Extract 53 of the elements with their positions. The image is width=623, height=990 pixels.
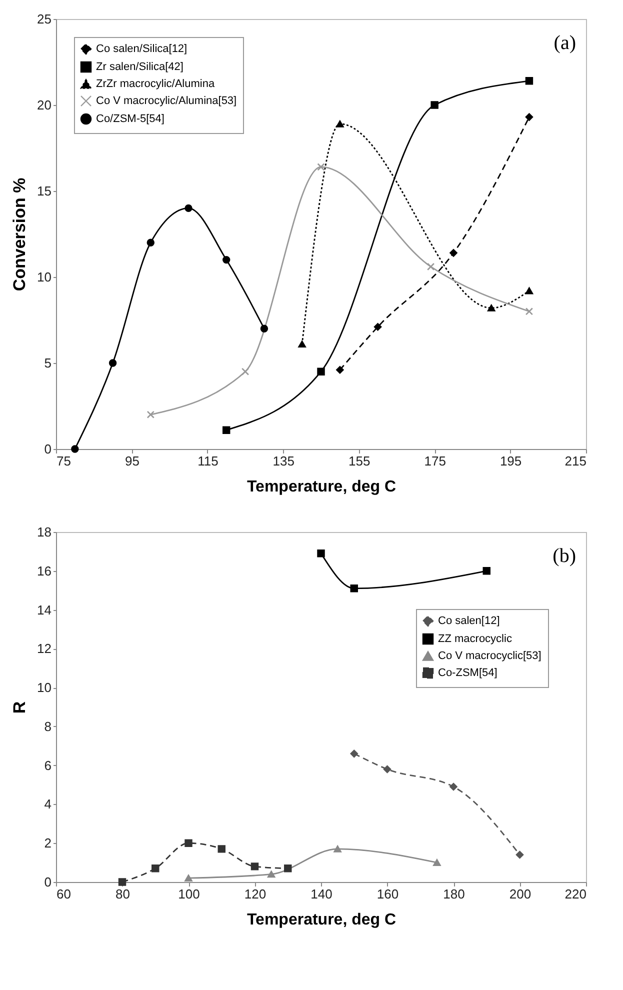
- y-axis-title: Conversion %: [10, 178, 30, 292]
- legend-label: Co salen[12]: [438, 615, 500, 627]
- x-axis-title: Temperature, deg C: [246, 912, 396, 928]
- x-tick-label: 195: [500, 454, 522, 468]
- point: [525, 308, 534, 316]
- y-tick-label: 15: [37, 184, 52, 198]
- x-tick-label: 155: [348, 454, 370, 468]
- y-tick-label: 18: [37, 524, 52, 540]
- x-tick-label: 120: [244, 886, 266, 902]
- y-tick-label: 14: [37, 602, 52, 618]
- x-axis-title: Temperature, deg C: [246, 478, 396, 496]
- legend-label: Co salen/Silica[12]: [96, 43, 188, 55]
- point: [426, 262, 435, 271]
- x-tick-label: 160: [376, 886, 399, 902]
- x-tick-label: 75: [56, 454, 71, 468]
- point: [317, 163, 325, 171]
- y-tick-label: 10: [37, 680, 52, 696]
- y-tick-label: 20: [37, 98, 52, 112]
- legend-label: ZrZr macrocylic/Alumina: [96, 78, 216, 90]
- y-tick-label: 0: [44, 874, 52, 890]
- y-tick-label: 6: [44, 758, 52, 773]
- y-tick-label: 8: [44, 718, 52, 734]
- y-tick-label: 5: [44, 356, 52, 370]
- x-tick-label: 140: [310, 886, 332, 902]
- legend-label: Co V macrocyclic[53]: [438, 650, 542, 662]
- x-tick-label: 80: [116, 886, 130, 902]
- y-tick-label: 4: [44, 796, 52, 812]
- x-tick-label: 175: [424, 454, 446, 468]
- annotation: (b): [552, 545, 576, 567]
- y-tick-label: 2: [44, 836, 52, 851]
- x-tick-label: 115: [198, 454, 218, 468]
- x-tick-label: 220: [564, 886, 586, 902]
- x-tick-label: 100: [178, 886, 200, 902]
- y-tick-label: 12: [37, 641, 52, 656]
- x-tick-label: 180: [443, 886, 465, 902]
- y-axis-title: R: [10, 701, 30, 714]
- point: [241, 368, 250, 376]
- legend-label: Zr salen/Silica[42]: [96, 61, 184, 73]
- x-tick-label: 200: [509, 886, 532, 902]
- y-tick-label: 0: [44, 442, 52, 456]
- y-tick-label: 16: [37, 563, 52, 578]
- legend-label: ZZ macrocyclic: [438, 633, 512, 645]
- legend-label: Co/ZSM-5[54]: [96, 113, 164, 125]
- annotation: (a): [554, 32, 576, 54]
- legend-label: Co-ZSM[54]: [438, 667, 498, 679]
- point: [146, 410, 155, 418]
- x-tick-label: 215: [564, 454, 586, 468]
- x-tick-label: 135: [272, 454, 294, 468]
- legend-label: Co V macrocylic/Alumina[53]: [96, 95, 237, 107]
- x-tick-label: 60: [56, 886, 71, 902]
- y-tick-label: 10: [37, 270, 52, 284]
- y-tick-label: 25: [37, 12, 52, 26]
- x-tick-label: 95: [124, 454, 140, 468]
